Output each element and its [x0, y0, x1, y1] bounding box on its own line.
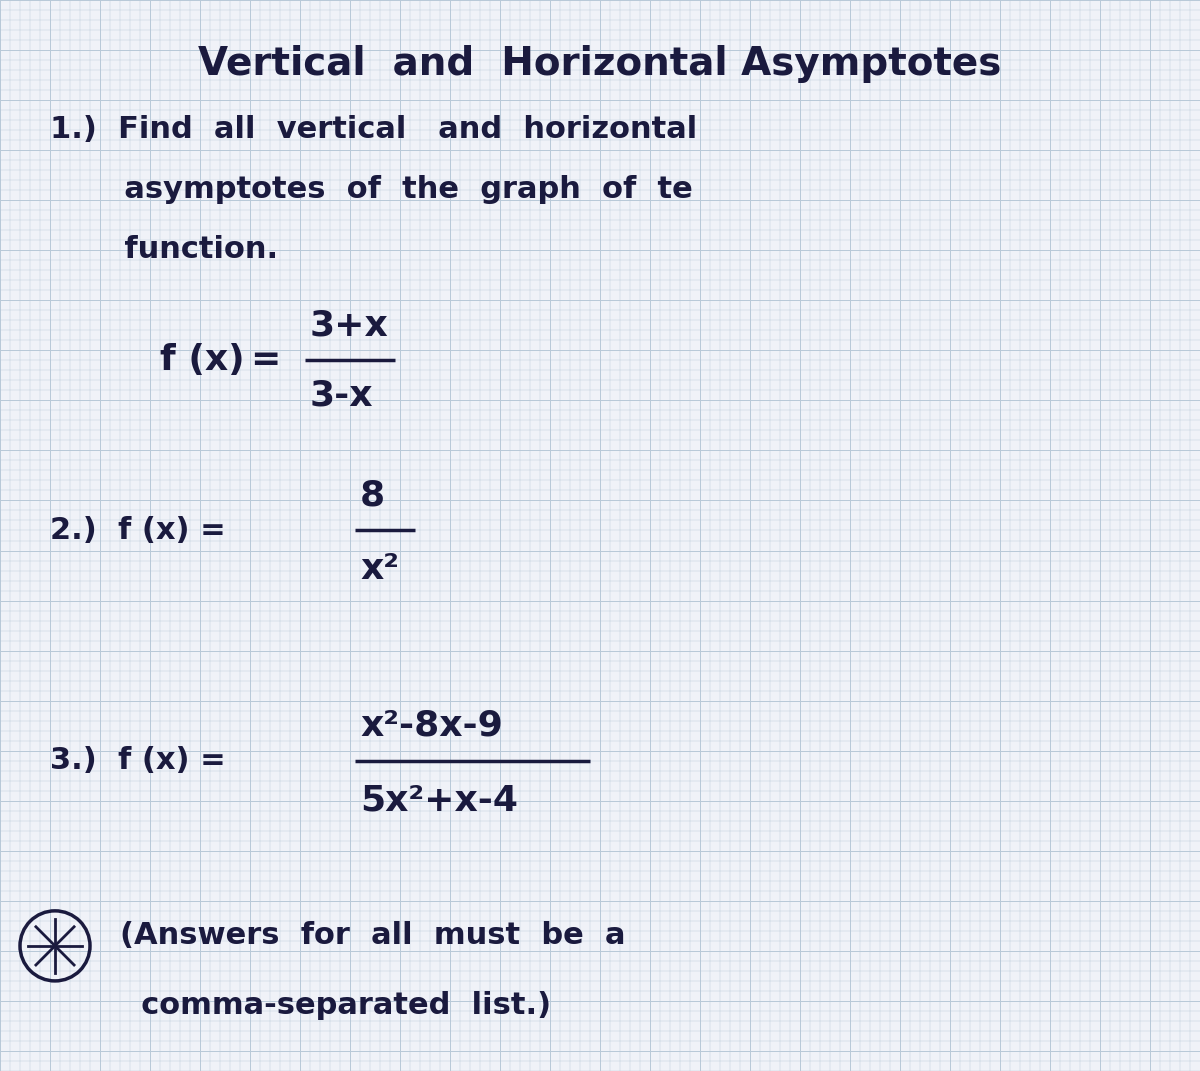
Text: f (x): f (x): [160, 344, 245, 377]
Text: 2.)  f (x) =: 2.) f (x) =: [50, 516, 226, 545]
Text: 3-x: 3-x: [310, 378, 373, 412]
Text: function.: function.: [50, 236, 278, 265]
Text: 3.)  f (x) =: 3.) f (x) =: [50, 746, 226, 775]
Text: comma-separated  list.): comma-separated list.): [120, 991, 551, 1020]
Text: =: =: [250, 344, 281, 377]
Text: (Answers  for  all  must  be  a: (Answers for all must be a: [120, 921, 625, 950]
Text: 8: 8: [360, 479, 385, 512]
Text: Vertical  and  Horizontal Asymptotes: Vertical and Horizontal Asymptotes: [198, 45, 1002, 84]
Text: 3+x: 3+x: [310, 308, 389, 343]
Text: asymptotes  of  the  graph  of  te: asymptotes of the graph of te: [50, 176, 692, 205]
Text: x²: x²: [360, 552, 398, 586]
Text: 5x²+x-4: 5x²+x-4: [360, 784, 518, 818]
Text: 1.)  Find  all  vertical   and  horizontal: 1.) Find all vertical and horizontal: [50, 115, 697, 145]
Text: x²-8x-9: x²-8x-9: [360, 709, 503, 742]
